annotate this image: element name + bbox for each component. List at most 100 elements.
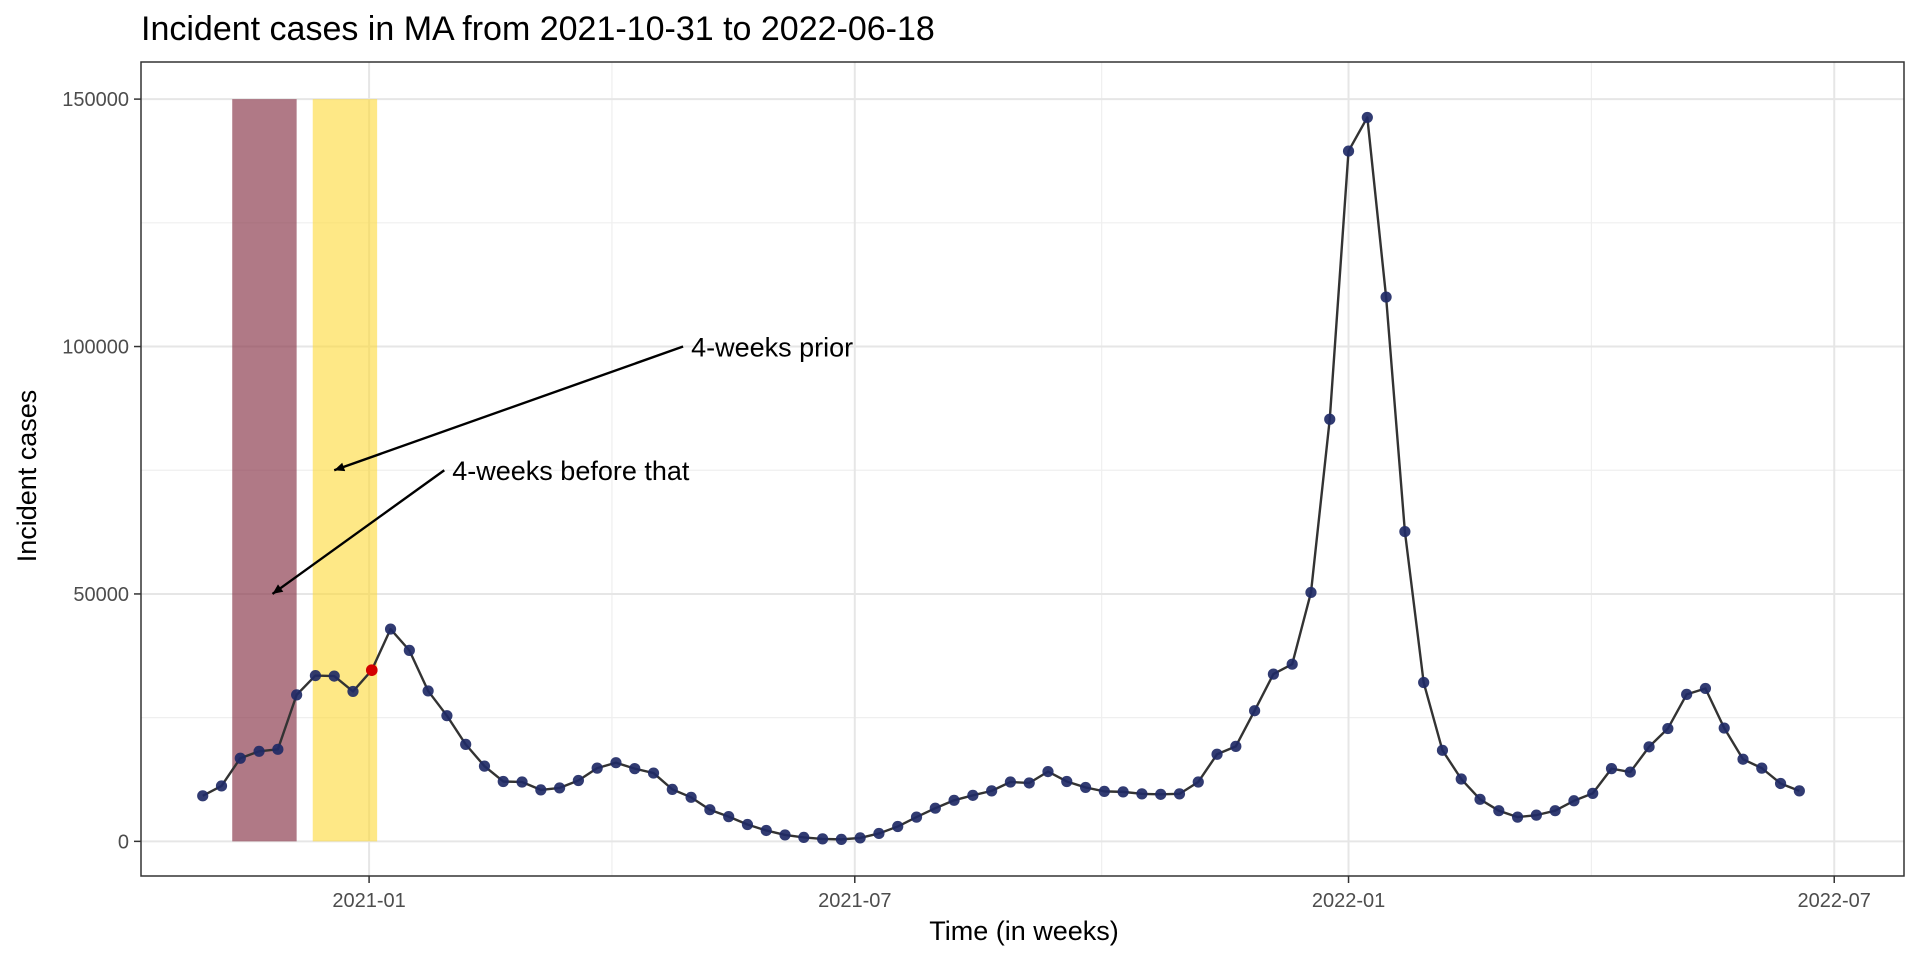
shaded-regions xyxy=(232,99,378,842)
data-point xyxy=(1155,788,1167,800)
grid xyxy=(141,62,1904,876)
data-point xyxy=(1399,525,1411,538)
data-point xyxy=(272,743,284,755)
y-tick-label: 50000 xyxy=(73,584,129,606)
data-point xyxy=(929,802,941,814)
data-point xyxy=(1436,744,1449,756)
data-point xyxy=(1737,753,1749,765)
data-point xyxy=(1493,805,1505,817)
data-point xyxy=(835,833,847,845)
data-point xyxy=(1455,773,1467,785)
data-point xyxy=(1568,795,1580,807)
data-point xyxy=(1079,781,1092,794)
data-point xyxy=(986,785,998,797)
data-point xyxy=(1587,787,1599,799)
shaded-region-prior xyxy=(312,99,378,842)
data-point xyxy=(516,776,528,788)
data-point xyxy=(910,811,923,823)
data-point xyxy=(1023,777,1035,789)
annotations: 4-weeks prior 4-weeks before that xyxy=(271,333,853,595)
data-point xyxy=(967,789,979,801)
annotation-arrow xyxy=(271,469,445,595)
data-point xyxy=(1324,413,1336,425)
data-point xyxy=(1230,740,1242,752)
shaded-region-before xyxy=(232,99,297,842)
data-point xyxy=(723,811,735,823)
annotation-4-weeks-prior: 4-weeks prior xyxy=(691,333,853,363)
data-point xyxy=(478,760,491,772)
data-point xyxy=(535,784,547,796)
data-point xyxy=(309,669,322,682)
series-line xyxy=(202,116,1800,841)
data-point xyxy=(1173,788,1186,800)
data-point xyxy=(854,832,866,844)
data-point xyxy=(779,829,791,841)
data-point xyxy=(441,710,453,722)
data-point xyxy=(591,762,603,774)
data-point xyxy=(1267,668,1279,680)
data-point xyxy=(666,783,678,796)
data-point xyxy=(197,790,209,802)
data-point xyxy=(328,670,340,682)
y-tick-label: 0 xyxy=(118,831,129,853)
data-point xyxy=(647,767,660,779)
y-axis-title: Incident cases xyxy=(12,390,42,563)
data-point xyxy=(1061,775,1073,788)
annotation-arrowhead xyxy=(334,462,346,472)
x-tick-label: 2021-01 xyxy=(332,890,405,912)
data-point xyxy=(685,791,697,803)
data-point xyxy=(760,824,772,837)
x-axis-title: Time (in weeks) xyxy=(929,916,1119,946)
x-tick-label: 2021-07 xyxy=(818,890,891,912)
highlight-point xyxy=(365,664,378,676)
data-point xyxy=(1098,785,1110,797)
data-point xyxy=(422,685,434,697)
data-point xyxy=(497,775,509,788)
data-point xyxy=(215,780,228,792)
data-point xyxy=(1681,688,1693,700)
annotation-arrow xyxy=(333,345,684,472)
data-point xyxy=(1380,291,1392,303)
axes: 0 50000 100000 150000 2021-01 2021-07 2022-01 2… xyxy=(62,89,1871,912)
data-point xyxy=(1249,705,1261,717)
data-point xyxy=(1774,777,1787,790)
data-point xyxy=(1624,766,1636,778)
x-tick-label: 2022-07 xyxy=(1798,890,1871,912)
data-point xyxy=(629,763,641,775)
data-point xyxy=(1699,682,1712,695)
data-point xyxy=(1136,788,1148,800)
data-point xyxy=(1511,811,1524,823)
data-point xyxy=(347,685,359,698)
x-tick-label: 2022-01 xyxy=(1312,890,1385,912)
data-point xyxy=(1361,111,1373,124)
data-point xyxy=(1474,793,1486,805)
data-point xyxy=(1530,809,1542,821)
data-point xyxy=(1643,741,1655,753)
data-point xyxy=(253,745,265,757)
data-point xyxy=(1718,722,1730,734)
data-point xyxy=(403,644,415,656)
data-point xyxy=(873,827,885,840)
data-point xyxy=(572,774,584,787)
data-point xyxy=(1192,776,1204,788)
data-point xyxy=(816,833,829,845)
data-point xyxy=(610,757,622,769)
y-tick-label: 100000 xyxy=(62,337,129,359)
plot-panel-border xyxy=(140,61,1905,877)
data-point xyxy=(1342,145,1355,157)
data-point xyxy=(704,804,716,816)
y-tick-label: 150000 xyxy=(62,89,129,111)
data-point xyxy=(384,623,397,635)
data-point xyxy=(1042,765,1054,778)
data-point xyxy=(554,782,566,794)
data-point xyxy=(1117,786,1129,798)
data-point xyxy=(1549,805,1561,817)
data-point xyxy=(1211,748,1223,760)
data-point xyxy=(741,818,754,831)
data-point xyxy=(234,752,246,764)
data-point xyxy=(1605,763,1618,775)
data-point xyxy=(1305,586,1317,599)
data-point xyxy=(1004,776,1017,788)
annotation-4-weeks-before-that: 4-weeks before that xyxy=(452,456,690,486)
